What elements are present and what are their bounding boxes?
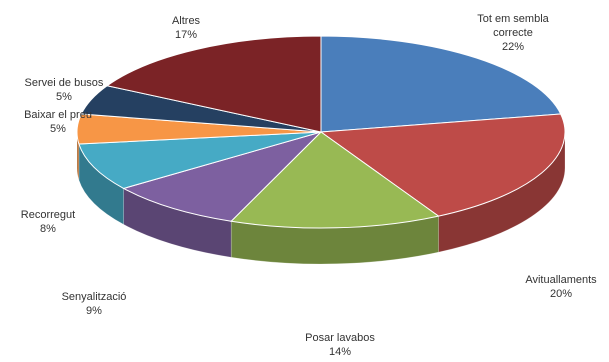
pie-label-text: Avituallaments — [525, 274, 597, 286]
pie-label-5: Baixar el preu 5% — [24, 109, 92, 135]
pie-slice-posar-lavabos — [230, 131, 440, 229]
pie-label-value: 14% — [329, 346, 351, 358]
pie-label-text: Baixar el preu — [24, 109, 92, 121]
pie-label-7: Altres 17% — [172, 15, 201, 41]
pie-slice-recorregut — [78, 131, 322, 189]
pie-label-value: 5% — [56, 91, 72, 103]
pie-label-text: Servei de busos — [25, 77, 104, 89]
pie-label-text: correcte — [493, 27, 533, 39]
pie-slice-senyalitzaci- — [122, 131, 322, 222]
pie-label-value: 5% — [50, 123, 66, 135]
pie-label-6: Servei de busos 5% — [25, 77, 104, 103]
pie-label-value: 9% — [86, 305, 102, 317]
pie-label-4: Recorregut 8% — [21, 209, 75, 235]
pie-labels: Tot em sembla correcte 22% Avituallaments 20… — [21, 13, 597, 358]
pie-label-text: Altres — [172, 15, 201, 27]
pie-label-value: 22% — [502, 41, 524, 53]
pie-label-text: Senyalització — [62, 291, 127, 303]
pie-slice-avituallaments — [319, 113, 566, 217]
pie-label-text: Recorregut — [21, 209, 75, 221]
pie-label-value: 17% — [175, 29, 197, 41]
pie-label-2: Posar lavabos 14% — [305, 332, 375, 358]
pie-label-0: Tot em sembla correcte 22% — [477, 13, 549, 53]
pie-tops — [76, 35, 566, 229]
pie-label-value: 8% — [40, 223, 56, 235]
pie-label-3: Senyalització 9% — [62, 291, 127, 317]
pie-slice-tot-em-sembla-correcte — [320, 35, 562, 133]
pie-label-value: 20% — [550, 288, 572, 300]
pie-label-1: Avituallaments 20% — [525, 274, 597, 300]
pie-label-text: Posar lavabos — [305, 332, 375, 344]
pie-label-text: Tot em sembla — [477, 13, 549, 25]
pie-slice-altres — [105, 35, 322, 133]
